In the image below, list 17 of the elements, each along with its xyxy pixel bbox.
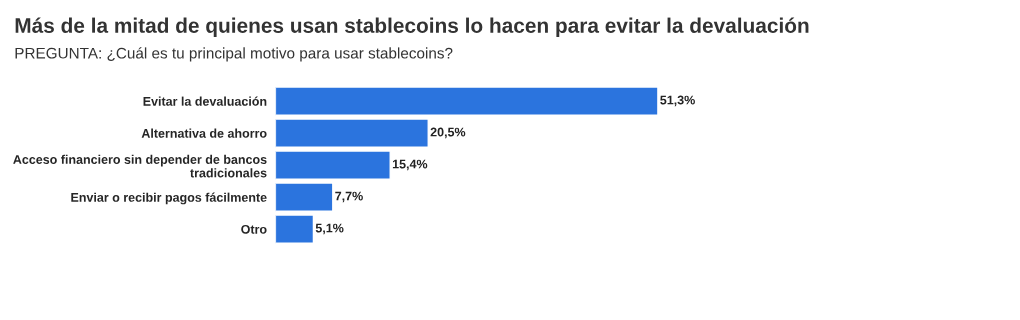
data-label: 51,3% (660, 95, 695, 107)
y-tick-label: Otro (241, 224, 267, 234)
bar (275, 118, 429, 148)
y-tick-label: Alternativa de ahorro (141, 128, 267, 138)
data-label: 20,5% (430, 127, 466, 139)
bar (275, 214, 315, 244)
bar (275, 86, 659, 116)
chart-title: Más de la mitad de quienes usan stablecoins lo hacen para evitar la devaluación (15, 17, 809, 37)
bar (275, 150, 391, 180)
y-tick-label: Acceso financiero sin depender de bancos tradicionales (13, 154, 267, 178)
chart-subtitle: PREGUNTA: ¿Cuál es tu principal motivo para usar stablecoins? (15, 47, 453, 62)
data-label: 7,7% (335, 191, 363, 203)
y-tick-label: Enviar o recibir pagos fácilmente (71, 192, 267, 205)
bar (275, 182, 334, 212)
y-tick-label: Evitar la devaluación (143, 96, 267, 106)
data-label: 15,4% (392, 159, 428, 171)
data-label: 5,1% (315, 223, 344, 235)
